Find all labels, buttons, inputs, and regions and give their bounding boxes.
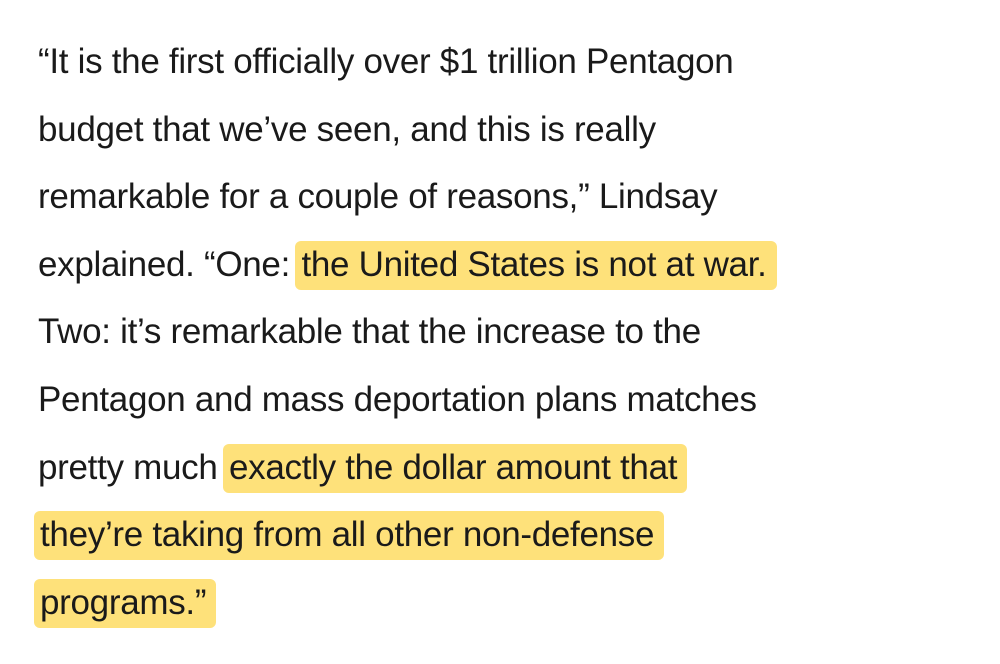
body-text: Two: it’s remarkable that the increase t… xyxy=(38,312,701,352)
text-line: programs.” xyxy=(34,569,217,637)
text-line: “It is the first officially over $1 tril… xyxy=(38,28,734,96)
text-line: remarkable for a couple of reasons,” Lin… xyxy=(38,163,718,231)
body-text: “It is the first officially over $1 tril… xyxy=(38,42,734,81)
highlighted-text: exactly the dollar amount that xyxy=(222,443,688,493)
text-line: they’re taking from all other non-defens… xyxy=(34,501,665,569)
text-line: Pentagon and mass deportation plans matc… xyxy=(38,366,757,434)
body-text: budget that we’ve seen, and this is real… xyxy=(38,109,656,149)
text-line: explained. “One: the United States is no… xyxy=(38,231,777,299)
highlighted-text: they’re taking from all other non-defens… xyxy=(34,511,665,561)
text-line: budget that we’ve seen, and this is real… xyxy=(38,96,656,164)
highlighted-text: programs.” xyxy=(34,578,217,628)
body-text: pretty much xyxy=(38,447,227,487)
body-text: Pentagon and mass deportation plans matc… xyxy=(38,380,757,419)
text-line: Two: it’s remarkable that the increase t… xyxy=(38,298,701,366)
text-line: pretty much exactly the dollar amount th… xyxy=(38,434,688,502)
body-text: remarkable for a couple of reasons,” Lin… xyxy=(38,177,718,217)
highlighted-text: the United States is not at war. xyxy=(295,240,777,290)
body-text: explained. “One: xyxy=(38,244,300,284)
